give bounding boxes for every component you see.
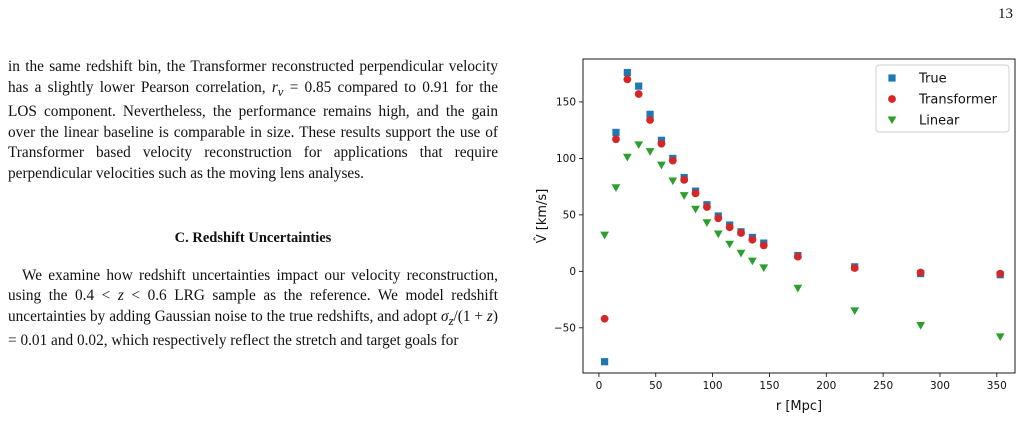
data-point-linear [759, 264, 769, 273]
data-point-true [623, 68, 631, 77]
data-point-linear [611, 184, 621, 192]
data-point-linear [995, 333, 1005, 342]
text-run: < 0.6 LRG sample as the reference. We mo… [8, 287, 498, 325]
math-sub-v: v [277, 84, 284, 99]
data-point-linear [600, 231, 609, 240]
math-sigma: σ [441, 307, 449, 325]
data-point-transformer [714, 214, 723, 223]
legend-label-true: True [918, 72, 947, 87]
math-z: z [486, 307, 493, 325]
data-point-transformer [748, 235, 757, 244]
data-point-linear [725, 240, 735, 249]
left-text-column: in the same redshift bin, the Transforme… [8, 57, 498, 352]
data-point-true [601, 358, 609, 366]
x-tick-label: 50 [649, 380, 662, 392]
x-axis-label: r [Mpc] [776, 399, 822, 414]
text-run: We examine how redshift uncertainties im… [8, 266, 498, 305]
y-tick-label: −50 [554, 322, 576, 334]
chart-svg: 0 50 100 150 200 250 300 350 −50 0 50 100 150 r [Mpc]… [535, 58, 1016, 414]
data-point-transformer [680, 175, 689, 184]
legend-label-linear: Linear [919, 114, 960, 129]
page-number: 13 [998, 6, 1013, 22]
data-point-transformer [668, 156, 677, 165]
data-point-transformer [793, 252, 802, 261]
data-point-transformer [600, 314, 609, 323]
legend-marker-transformer [888, 95, 896, 103]
data-point-transformer [759, 241, 768, 250]
y-tick-label: 150 [556, 96, 576, 108]
data-point-linear [691, 205, 700, 214]
data-point-transformer [737, 229, 745, 237]
text-run: = 0.85 compared to 0.91 for the LOS comp… [8, 78, 498, 182]
data-point-transformer [691, 189, 700, 198]
data-point-linear [657, 161, 666, 170]
math-r: r [271, 78, 278, 96]
data-point-linear [747, 257, 757, 266]
data-point-linear [622, 153, 632, 162]
data-point-transformer [612, 135, 620, 144]
text-run: ) = 0.01 and 0.02, which respectively re… [8, 307, 498, 350]
data-point-linear [736, 249, 746, 258]
y-tick-label: 50 [563, 209, 576, 221]
legend-label-transformer: Transformer [918, 93, 998, 108]
data-point-transformer [634, 90, 643, 98]
data-point-linear [668, 177, 678, 186]
data-point-transformer [996, 269, 1005, 278]
data-point-linear [850, 307, 860, 316]
y-tick-label: 0 [569, 266, 576, 278]
plot-frame [582, 58, 1016, 374]
section-heading: C. Redshift Uncertainties [174, 230, 332, 247]
data-point-transformer [850, 264, 859, 272]
math-sub-z: z [448, 313, 454, 328]
legend-marker-linear [887, 116, 897, 125]
legend-marker-true [888, 74, 896, 82]
data-point-linear [679, 192, 689, 200]
x-tick-label: 150 [759, 380, 779, 392]
data-point-linear [634, 141, 644, 150]
data-point-transformer [646, 116, 654, 124]
data-point-linear [702, 219, 712, 227]
paragraph-perpendicular-velocity: in the same redshift bin, the Transforme… [8, 57, 498, 184]
math-z: z [117, 287, 124, 305]
text-run: /(1 + [453, 307, 487, 325]
text-run: in the same redshift bin, the Transforme… [8, 58, 498, 96]
data-point-transformer [725, 223, 734, 232]
data-point-true [635, 82, 643, 90]
data-point-linear [645, 148, 655, 156]
data-point-linear [793, 284, 803, 293]
velocity-profile-chart: 0 50 100 150 200 250 300 350 −50 0 50 100 150 r [Mpc]… [530, 50, 1027, 430]
x-tick-label: 300 [930, 380, 950, 392]
data-point-transformer [623, 75, 632, 84]
data-point-transformer [657, 139, 666, 148]
data-point-true [612, 128, 620, 137]
data-point-linear [713, 230, 723, 239]
paragraph-redshift-uncertainties: We examine how redshift uncertainties im… [8, 266, 498, 352]
x-tick-label: 0 [596, 380, 603, 392]
data-point-transformer [916, 268, 925, 277]
data-point-true [646, 110, 654, 118]
data-point-transformer [703, 203, 711, 211]
y-tick-label: 100 [556, 153, 576, 165]
x-tick-label: 350 [987, 380, 1007, 392]
x-tick-label: 200 [816, 380, 836, 392]
x-tick-label: 250 [873, 380, 893, 392]
data-point-linear [916, 322, 926, 330]
legend-box [875, 64, 1010, 133]
x-tick-label: 100 [703, 380, 723, 392]
y-axis-label: V̂ [km/s] [535, 189, 550, 244]
